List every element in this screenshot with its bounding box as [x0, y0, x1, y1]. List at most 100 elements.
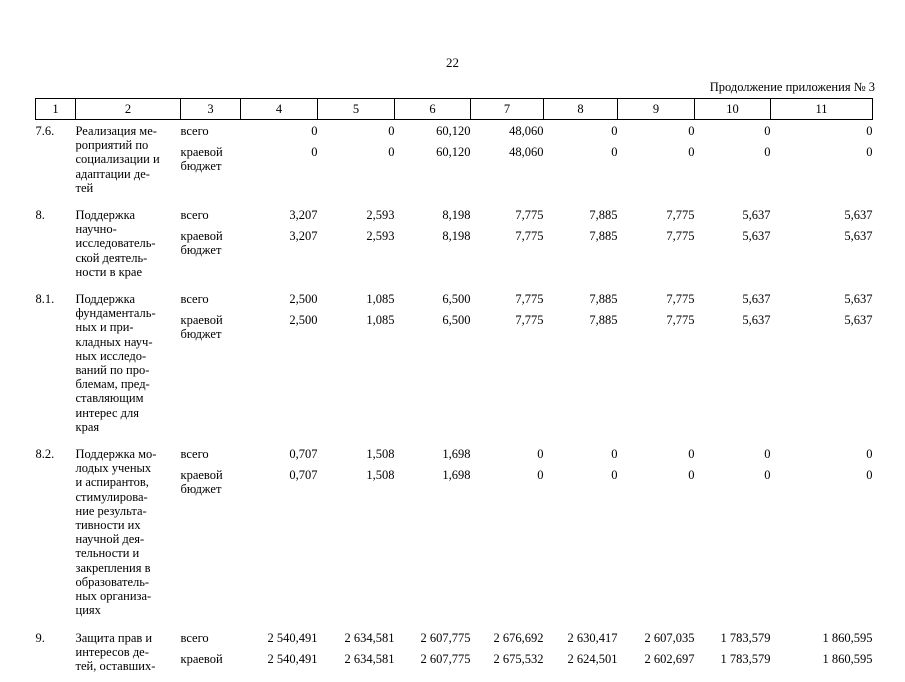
value-regional: 7,885: [544, 229, 618, 243]
value-regional: 2,593: [318, 229, 395, 243]
value-regional: 0: [471, 468, 544, 482]
value-regional: 0: [544, 145, 618, 159]
value-total: 0: [695, 124, 771, 138]
budget-label-total: всего: [181, 208, 241, 222]
row-number: 8.2.: [36, 443, 76, 626]
table-row: 8.Поддержка научно- исследователь- ской …: [36, 204, 873, 288]
budget-label-total: всего: [181, 292, 241, 306]
value-total: 0: [771, 124, 873, 138]
value-regional: 7,775: [471, 313, 544, 327]
value-total: 5,637: [695, 292, 771, 306]
value-total: 1 860,595: [771, 631, 873, 645]
value-total: 5,637: [771, 208, 873, 222]
budget-label-total: всего: [181, 631, 241, 645]
value-total: 0: [471, 447, 544, 461]
value-regional: 7,775: [618, 229, 695, 243]
value-total: 0,707: [241, 447, 318, 461]
value-cell: 2 607,035 2 602,697: [618, 627, 695, 682]
value-total: 2,593: [318, 208, 395, 222]
value-total: 2 540,491: [241, 631, 318, 645]
value-total: 0: [771, 447, 873, 461]
value-regional: 2 624,501: [544, 652, 618, 666]
value-total: 0: [618, 447, 695, 461]
page-number: 22: [0, 55, 905, 71]
value-regional: 0: [695, 468, 771, 482]
column-header-7: 7: [471, 99, 544, 120]
value-total: 48,060: [471, 124, 544, 138]
value-cell: 2 540,491 2 540,491: [241, 627, 318, 682]
value-regional: 1 783,579: [695, 652, 771, 666]
value-regional: 0: [544, 468, 618, 482]
value-regional: 1 860,595: [771, 652, 873, 666]
value-total: 0: [544, 447, 618, 461]
value-total: 7,775: [471, 208, 544, 222]
value-total: 2 607,035: [618, 631, 695, 645]
row-name: Поддержка научно- исследователь- ской де…: [76, 204, 181, 288]
budget-label-regional: краевой бюджет: [181, 468, 241, 496]
value-regional: 0: [771, 145, 873, 159]
value-total: 7,885: [544, 208, 618, 222]
value-regional: 0: [318, 145, 395, 159]
value-regional: 2 607,775: [395, 652, 471, 666]
value-total: 6,500: [395, 292, 471, 306]
row-name: Реализация ме- роприятий по социализации…: [76, 120, 181, 205]
value-regional: 5,637: [695, 313, 771, 327]
value-total: 0: [544, 124, 618, 138]
value-total: 60,120: [395, 124, 471, 138]
value-total: 2 630,417: [544, 631, 618, 645]
value-cell: 5,637 5,637: [695, 288, 771, 443]
value-regional: 1,085: [318, 313, 395, 327]
value-regional: 0: [618, 145, 695, 159]
value-total: 2 607,775: [395, 631, 471, 645]
value-cell: 48,060 48,060: [471, 120, 544, 205]
value-regional: 7,775: [618, 313, 695, 327]
budget-type-labels: всего краевой бюджет: [181, 288, 241, 443]
value-regional: 48,060: [471, 145, 544, 159]
budget-label-total: всего: [181, 124, 241, 138]
value-total: 7,775: [618, 208, 695, 222]
budget-label-regional: краевой бюджет: [181, 313, 241, 341]
table-body: 7.6.Реализация ме- роприятий по социализ…: [36, 120, 873, 682]
column-header-9: 9: [618, 99, 695, 120]
value-total: 5,637: [695, 208, 771, 222]
value-regional: 0: [618, 468, 695, 482]
value-regional: 0: [695, 145, 771, 159]
value-total: 0: [241, 124, 318, 138]
value-regional: 2 540,491: [241, 652, 318, 666]
value-regional: 1,508: [318, 468, 395, 482]
table-row: 8.1.Поддержка фундаменталь- ных и при- к…: [36, 288, 873, 443]
row-number: 7.6.: [36, 120, 76, 205]
value-cell: 2 630,417 2 624,501: [544, 627, 618, 682]
value-regional: 7,885: [544, 313, 618, 327]
value-regional: 5,637: [771, 313, 873, 327]
budget-label-regional: краевой бюджет: [181, 229, 241, 257]
value-cell: 2 607,775 2 607,775: [395, 627, 471, 682]
value-cell: 7,885 7,885: [544, 204, 618, 288]
row-name: Защита прав и интересов де- тей, оставши…: [76, 627, 181, 682]
value-regional: 2 602,697: [618, 652, 695, 666]
